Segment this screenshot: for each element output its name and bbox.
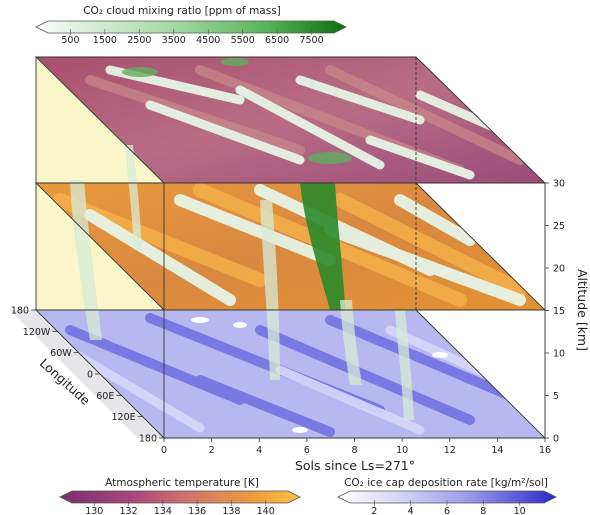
colorbar-tick-label: 10	[514, 506, 526, 515]
x-tick-label: 8	[351, 445, 357, 456]
ice-colorbar-ticks: 2 4 6 8 10	[371, 500, 526, 515]
colorbar-tick-label: 136	[188, 506, 206, 515]
x-axis: 0 2 4 6 8 10 12 14 16	[161, 437, 551, 456]
altitude-tick-label: 25	[553, 221, 565, 232]
colorbar-tick-label: 140	[257, 506, 275, 515]
colorbar-tick-label: 132	[120, 506, 138, 515]
x-tick-label: 14	[491, 445, 503, 456]
longitude-tick-label: 120E	[112, 412, 136, 423]
x-tick-label: 6	[304, 445, 310, 456]
colorbar-tick-label: 500	[61, 35, 79, 46]
x-tick-label: 16	[539, 445, 551, 456]
colorbar-tick-label: 3500	[162, 35, 186, 46]
ice-plane	[36, 310, 545, 438]
cloud-colorbar-bar	[35, 20, 347, 34]
altitude-axis-label: Altitude [km]	[575, 269, 590, 351]
longitude-tick-label: 0	[87, 370, 93, 381]
altitude-tick-label: 5	[553, 391, 559, 402]
x-tick-label: 10	[396, 445, 408, 456]
cloud-colorbar: CO₂ cloud mixing ratio [ppm of mass] 500…	[35, 5, 347, 46]
cloud-plumes	[70, 145, 414, 420]
x-tick-label: 4	[256, 445, 262, 456]
temperature-colorbar: Atmospheric temperature [K] 130 132 134 136…	[59, 477, 301, 515]
top-plane	[36, 57, 545, 183]
longitude-tick-label: 180	[139, 434, 157, 445]
colorbar-tick-label: 1500	[93, 35, 117, 46]
colorbar-tick-label: 4	[408, 506, 414, 515]
colorbar-tick-label: 4500	[196, 35, 220, 46]
ice-colorbar: CO₂ ice cap deposition rate [kg/m²/sol] …	[337, 477, 557, 515]
cloud-colorbar-title: CO₂ cloud mixing ratio [ppm of mass]	[83, 5, 281, 17]
altitude-tick-label: 20	[553, 264, 565, 275]
altitude-tick-label: 15	[553, 306, 565, 317]
longitude-tick-label: 60E	[96, 391, 114, 402]
colorbar-tick-label: 7500	[299, 35, 323, 46]
colorbar-tick-label: 8	[480, 506, 486, 515]
colorbar-tick-label: 130	[85, 506, 103, 515]
temperature-colorbar-ticks: 130 132 134 136 138 140	[85, 500, 275, 515]
ice-colorbar-bar	[337, 490, 557, 504]
cloud-colorbar-ticks: 500 1500 2500 3500 4500 5500 6500 7500	[61, 29, 324, 46]
altitude-tick-label: 10	[553, 349, 565, 360]
temperature-colorbar-bar	[59, 490, 301, 504]
ice-colorbar-title: CO₂ ice cap deposition rate [kg/m²/sol]	[344, 477, 548, 489]
colorbar-tick-label: 138	[222, 506, 240, 515]
colorbar-tick-label: 2500	[127, 35, 151, 46]
colorbar-tick-label: 2	[371, 506, 377, 515]
temperature-colorbar-title: Atmospheric temperature [K]	[105, 477, 259, 489]
x-tick-label: 2	[209, 445, 215, 456]
colorbar-tick-label: 6	[444, 506, 450, 515]
colorbar-tick-label: 134	[154, 506, 172, 515]
longitude-floor	[10, 310, 164, 438]
altitude-tick-label: 30	[553, 179, 565, 190]
temperature-plane	[36, 183, 545, 310]
colorbar-tick-label: 5500	[231, 35, 255, 46]
colorbar-tick-label: 6500	[265, 35, 289, 46]
x-tick-label: 0	[161, 445, 167, 456]
x-tick-label: 12	[444, 445, 456, 456]
longitude-tick-label: 60W	[50, 348, 72, 359]
altitude-tick-label: 0	[553, 434, 559, 445]
longitude-tick-label: 120W	[23, 327, 51, 338]
x-axis-label: Sols since Ls=271°	[295, 458, 415, 473]
longitude-tick-label: 180	[11, 306, 29, 317]
altitude-axis: 0 5 10 15 20 25 30	[545, 179, 565, 445]
